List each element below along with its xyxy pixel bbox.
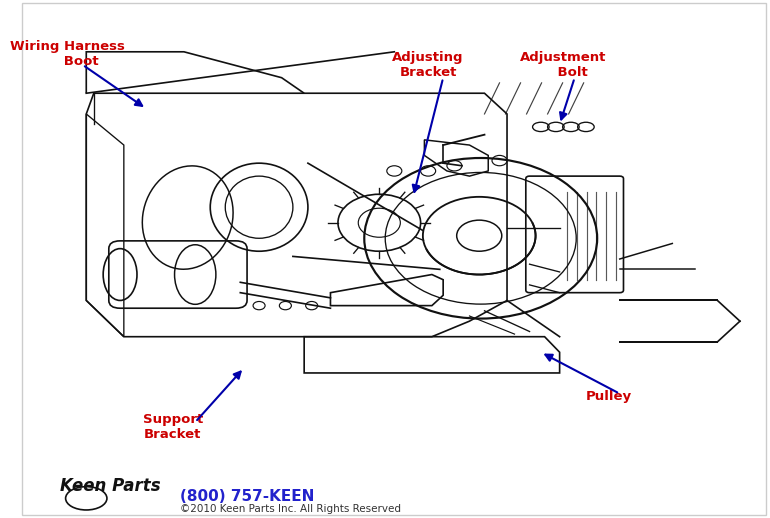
Text: Pulley: Pulley	[585, 390, 631, 403]
Text: Adjustment
    Bolt: Adjustment Bolt	[521, 51, 607, 79]
Text: Support
Bracket: Support Bracket	[142, 413, 203, 441]
Text: (800) 757-KEEN: (800) 757-KEEN	[180, 489, 315, 503]
Text: Wiring Harness
      Boot: Wiring Harness Boot	[10, 40, 125, 68]
Text: Keen Parts: Keen Parts	[60, 477, 161, 495]
Text: Adjusting
Bracket: Adjusting Bracket	[393, 51, 464, 79]
Text: ©2010 Keen Parts Inc. All Rights Reserved: ©2010 Keen Parts Inc. All Rights Reserve…	[180, 503, 401, 514]
